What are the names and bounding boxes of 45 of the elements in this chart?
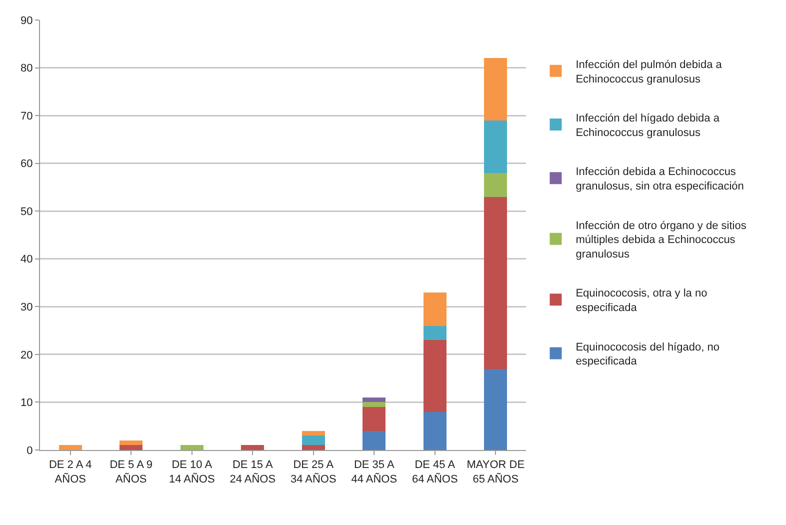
bar [120, 445, 143, 450]
legend-label: Infección de otro órgano y de sitios múltiples debida a Echinococcus granulosus [576, 220, 747, 260]
x-tick-label: DE 2 A 4 AÑOS [48, 459, 92, 486]
y-tick-label: 50 [20, 206, 33, 218]
bar [484, 196, 508, 369]
bar [180, 445, 204, 450]
y-tick-label: 70 [20, 110, 33, 122]
bar [423, 292, 446, 326]
y-tick-label: 0 [26, 444, 33, 457]
x-tick-label: DE 25 A 34 AÑOS [290, 459, 336, 486]
x-tick-label: DE 15 A 24 AÑOS [230, 459, 276, 486]
legend-label: Infección del pulmón debida a Echinococcus granulosus [576, 59, 723, 86]
y-tick-label: 90 [20, 14, 33, 27]
legend-label: Equinococosis, otra y la no especificada [576, 288, 708, 314]
bar [484, 120, 508, 173]
bar [423, 340, 446, 412]
bar [484, 172, 508, 197]
y-tick-label: 80 [20, 62, 33, 75]
x-tick-label: MAYOR DE 65 AÑOS [466, 459, 525, 486]
x-tick-label: DE 10 A 14 AÑOS [168, 459, 215, 486]
bar [302, 430, 325, 436]
bar [120, 440, 143, 446]
legend-label: Equinococosis del hígado, no especificada [576, 341, 720, 368]
bar [423, 412, 446, 450]
bar [362, 397, 386, 402]
bar [302, 445, 325, 450]
legend-label: Infección debida a Echinococcus granulosus, sin otra especificación [576, 166, 744, 193]
bar [362, 430, 386, 450]
y-tick-label: 60 [20, 158, 33, 170]
x-tick-label: DE 35 A 44 AÑOS [351, 459, 398, 486]
bar [58, 445, 82, 450]
bar [362, 402, 386, 407]
y-tick-label: 10 [20, 397, 33, 410]
x-tick-label: DE 5 A 9 AÑOS [110, 459, 153, 486]
x-tick-label: DE 45 A 64 AÑOS [412, 459, 458, 486]
legend-label: Infección del hígado debida a Echinococcus granulosus [576, 112, 720, 139]
y-tick-label: 30 [20, 302, 33, 314]
y-tick-label: 40 [20, 254, 33, 266]
bar [241, 445, 264, 450]
bar [484, 368, 508, 450]
bar [484, 58, 508, 120]
y-tick-label: 20 [20, 349, 33, 362]
bar [423, 326, 446, 340]
bar [362, 407, 386, 431]
bar [302, 436, 325, 446]
